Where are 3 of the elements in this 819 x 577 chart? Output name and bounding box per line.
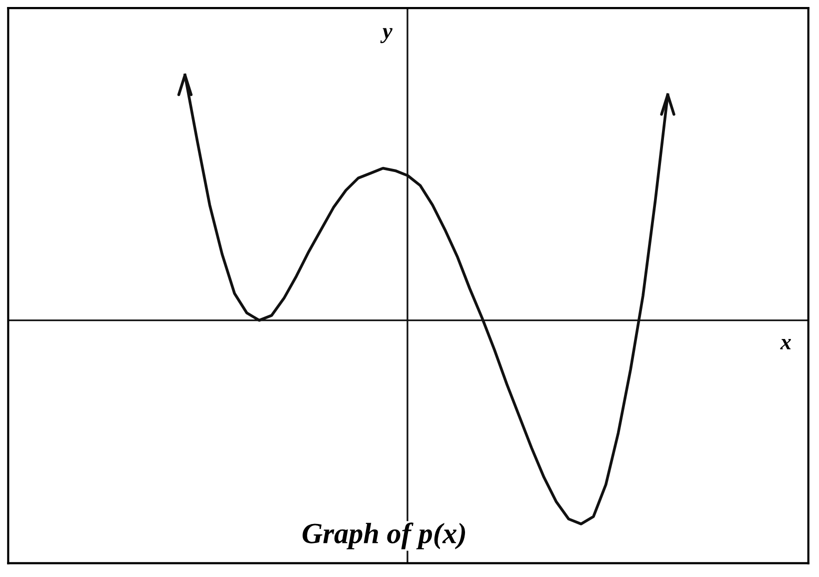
x-axis-title: x — [780, 339, 791, 350]
y-axis-title: y — [380, 28, 392, 44]
text: Graph of p(x) — [302, 522, 466, 550]
